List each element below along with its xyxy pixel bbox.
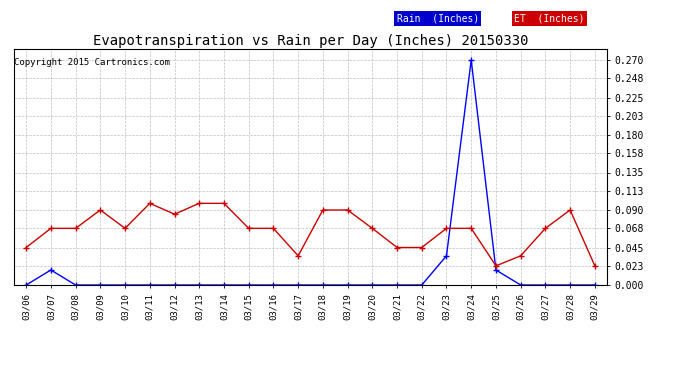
Text: ET  (Inches): ET (Inches) bbox=[514, 13, 584, 23]
Text: Copyright 2015 Cartronics.com: Copyright 2015 Cartronics.com bbox=[14, 58, 170, 67]
Text: Rain  (Inches): Rain (Inches) bbox=[397, 13, 479, 23]
Title: Evapotranspiration vs Rain per Day (Inches) 20150330: Evapotranspiration vs Rain per Day (Inch… bbox=[92, 34, 529, 48]
